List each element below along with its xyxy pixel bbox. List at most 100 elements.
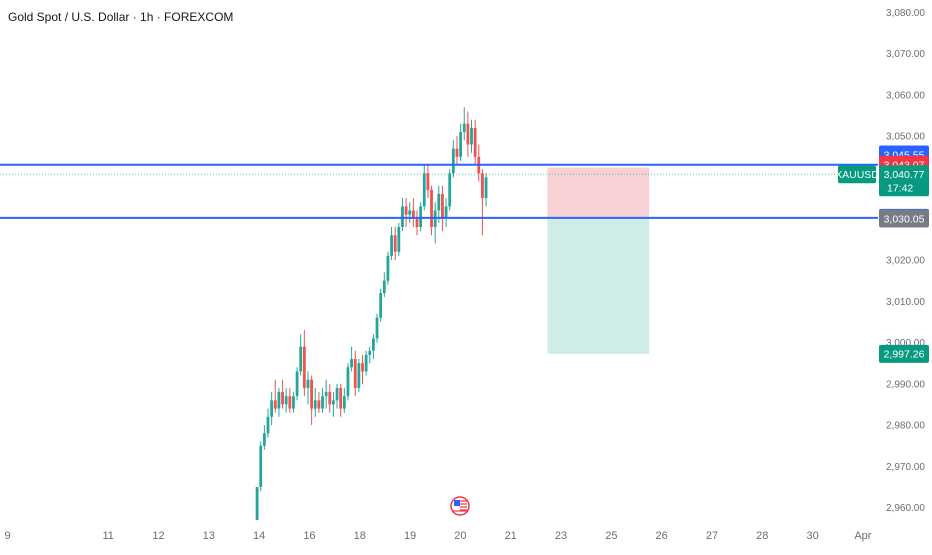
- y-tick-label: 3,070.00: [886, 49, 925, 60]
- candle-body: [284, 396, 288, 405]
- candle-body: [299, 346, 303, 372]
- candle-body: [441, 193, 444, 219]
- x-tick-label: 9: [4, 530, 10, 542]
- candle-body: [393, 235, 397, 252]
- candle-body: [397, 226, 401, 252]
- candle-body: [401, 206, 404, 227]
- y-tick-label: 3,050.00: [886, 132, 925, 143]
- candle-body: [364, 354, 368, 372]
- candle-body: [350, 359, 353, 368]
- countdown-text: 17:42: [887, 182, 913, 194]
- candle-body: [437, 193, 441, 211]
- y-tick-label: 2,990.00: [886, 379, 925, 390]
- candle-body: [259, 445, 263, 487]
- candle-body: [273, 400, 277, 409]
- candle-body: [342, 396, 346, 409]
- candle-body: [335, 387, 339, 401]
- price-tag-current: [879, 165, 929, 197]
- price-tag-target: [879, 344, 929, 363]
- candle-body: [306, 379, 310, 388]
- candle-body: [481, 173, 484, 199]
- x-tick-label: 28: [756, 530, 768, 542]
- candle-body: [404, 206, 408, 215]
- candle-body: [375, 317, 379, 339]
- price-tag-bid-text: 3,030.05: [884, 213, 925, 225]
- candle-body: [255, 486, 259, 520]
- symbol-label-text: XAUUSD: [835, 169, 879, 181]
- y-tick-label: 3,020.00: [886, 256, 925, 267]
- candle-body: [386, 255, 390, 281]
- candle-body: [451, 148, 455, 174]
- x-tick-label: 25: [605, 530, 617, 542]
- candle-body: [390, 235, 393, 256]
- y-tick-label: 3,080.00: [886, 8, 925, 19]
- x-tick-label: 27: [706, 530, 718, 542]
- candle-body: [321, 396, 324, 409]
- candle-body: [371, 338, 375, 351]
- y-tick-label: 3,060.00: [886, 90, 925, 101]
- candle-body: [353, 359, 357, 388]
- candle-body: [368, 350, 372, 355]
- price-tag-current-text: 3,040.77: [884, 169, 925, 181]
- y-tick-label: 3,010.00: [886, 297, 925, 308]
- candle-body: [302, 346, 306, 388]
- y-tick-label: 2,960.00: [886, 503, 925, 514]
- candle-body: [415, 218, 419, 227]
- candle-body: [466, 123, 470, 145]
- us-flag-icon-canton: [454, 500, 460, 506]
- candle-body: [484, 177, 488, 199]
- x-tick-label: 18: [354, 530, 366, 542]
- candle-body: [426, 173, 430, 190]
- candle-body: [411, 210, 415, 219]
- candle-body: [324, 392, 328, 397]
- candle-body: [448, 173, 452, 207]
- candle-body: [339, 387, 343, 409]
- candle-body: [419, 206, 423, 227]
- symbol-label: [838, 165, 876, 184]
- candle-body: [408, 210, 412, 215]
- candle-body: [328, 392, 332, 405]
- x-tick-label: 26: [656, 530, 668, 542]
- candle-body: [277, 392, 281, 409]
- candle-body: [313, 400, 317, 409]
- candle-body: [281, 392, 284, 405]
- chart-title: Gold Spot / U.S. Dollar · 1h · FOREXCOM: [8, 10, 234, 24]
- x-tick-label: 20: [454, 530, 466, 542]
- y-tick-label: 3,000.00: [886, 338, 925, 349]
- x-tick-label: 19: [404, 530, 416, 542]
- stop-zone: [547, 167, 650, 218]
- candle-body: [462, 123, 466, 133]
- candle-body: [382, 280, 386, 294]
- price-tag-target-text: 2,997.26: [884, 349, 925, 361]
- target-zone: [547, 217, 650, 354]
- candle-body: [361, 363, 364, 372]
- y-tick-label: 2,980.00: [886, 421, 925, 432]
- candle-body: [473, 127, 477, 157]
- candle-body: [470, 127, 473, 145]
- x-tick-label: 13: [203, 530, 215, 542]
- candle-body: [295, 371, 299, 397]
- x-tick-label: 23: [555, 530, 567, 542]
- candle-body: [292, 396, 295, 409]
- x-tick-label: 14: [253, 530, 265, 542]
- x-tick-label: 16: [303, 530, 315, 542]
- x-tick-label: 30: [806, 530, 818, 542]
- candle-body: [346, 367, 350, 397]
- candle-body: [459, 132, 463, 157]
- candle-body: [379, 293, 383, 318]
- x-tick-label: 12: [152, 530, 164, 542]
- candle-body: [270, 400, 274, 417]
- y-tick-label: 2,970.00: [886, 462, 925, 473]
- candle-body: [332, 400, 335, 405]
- x-tick-label: 11: [102, 530, 113, 542]
- candle-body: [430, 189, 433, 227]
- candle-body: [288, 396, 292, 409]
- x-tick-label: Apr: [854, 530, 871, 542]
- candle-body: [262, 433, 266, 446]
- candle-body: [422, 173, 426, 207]
- candle-body: [317, 400, 321, 409]
- candle-body: [310, 379, 314, 409]
- x-tick-label: 21: [505, 530, 517, 542]
